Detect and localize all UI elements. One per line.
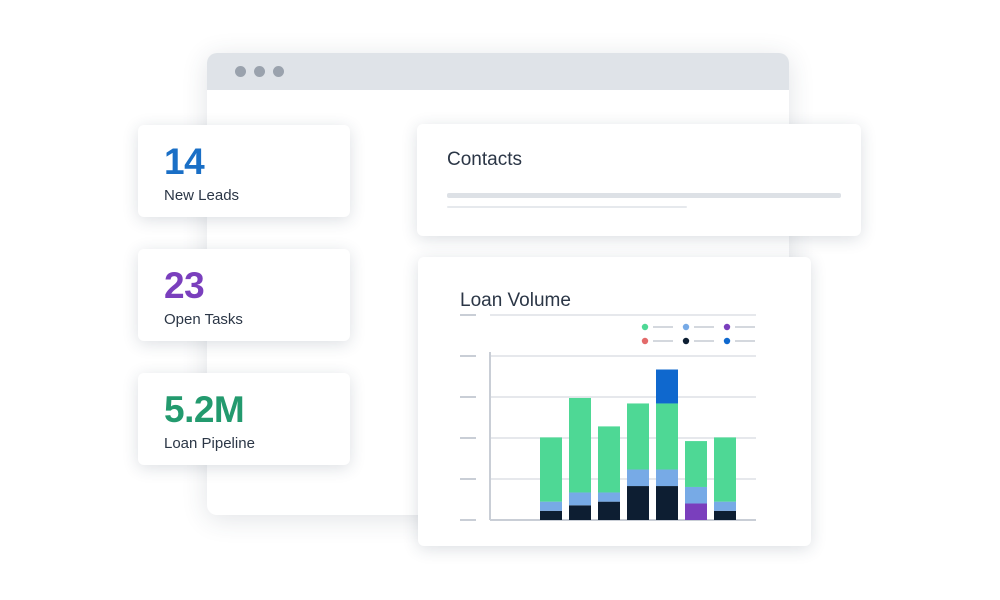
bar-segment — [598, 426, 620, 493]
stat-card-open-tasks[interactable]: 23 Open Tasks — [138, 249, 350, 341]
bar-segment — [685, 503, 707, 520]
loan-volume-title: Loan Volume — [460, 290, 571, 311]
legend-swatch — [641, 337, 649, 345]
loan-pipeline-label: Loan Pipeline — [164, 435, 255, 452]
bar-segment — [656, 369, 678, 404]
bar-segment — [598, 492, 620, 502]
bar-segment — [598, 501, 620, 520]
bar-segment — [656, 486, 678, 520]
bar-segment — [569, 492, 591, 506]
stat-card-new-leads[interactable]: 14 New Leads — [138, 125, 350, 217]
new-leads-value: 14 — [164, 141, 205, 182]
loan-pipeline-value: 5.2M — [164, 389, 245, 430]
legend-swatch — [641, 323, 649, 331]
bar-segment — [569, 397, 591, 493]
contacts-title: Contacts — [447, 149, 522, 170]
legend-swatch — [682, 323, 690, 331]
bar-segment — [714, 510, 736, 520]
bar-segment — [714, 437, 736, 502]
contacts-placeholder-line — [447, 193, 841, 198]
window-dot-2[interactable] — [254, 66, 265, 77]
bar-segment — [540, 501, 562, 511]
bar-segment — [714, 501, 736, 511]
bar-segment — [627, 486, 649, 520]
stat-card-loan-pipeline[interactable]: 5.2M Loan Pipeline — [138, 373, 350, 465]
bar-segment — [656, 469, 678, 487]
bar-segment — [627, 469, 649, 487]
bar-segment — [627, 403, 649, 470]
browser-title-bar — [207, 53, 789, 90]
legend-swatch — [682, 337, 690, 345]
bar-segment — [569, 505, 591, 520]
new-leads-label: New Leads — [164, 187, 240, 204]
bar-segment — [685, 486, 707, 504]
window-dot-3[interactable] — [273, 66, 284, 77]
bar-segment — [540, 510, 562, 520]
legend-swatch — [723, 323, 731, 331]
bar-segment — [540, 437, 562, 502]
open-tasks-value: 23 — [164, 265, 205, 306]
bar-segment — [656, 403, 678, 470]
open-tasks-label: Open Tasks — [164, 311, 243, 328]
legend-swatch — [723, 337, 731, 345]
window-dot-1[interactable] — [235, 66, 246, 77]
loan-volume-card[interactable]: Loan Volume — [418, 257, 811, 546]
bar-segment — [685, 441, 707, 487]
contacts-card[interactable]: Contacts — [417, 124, 861, 236]
contacts-placeholder-line-short — [447, 206, 687, 208]
